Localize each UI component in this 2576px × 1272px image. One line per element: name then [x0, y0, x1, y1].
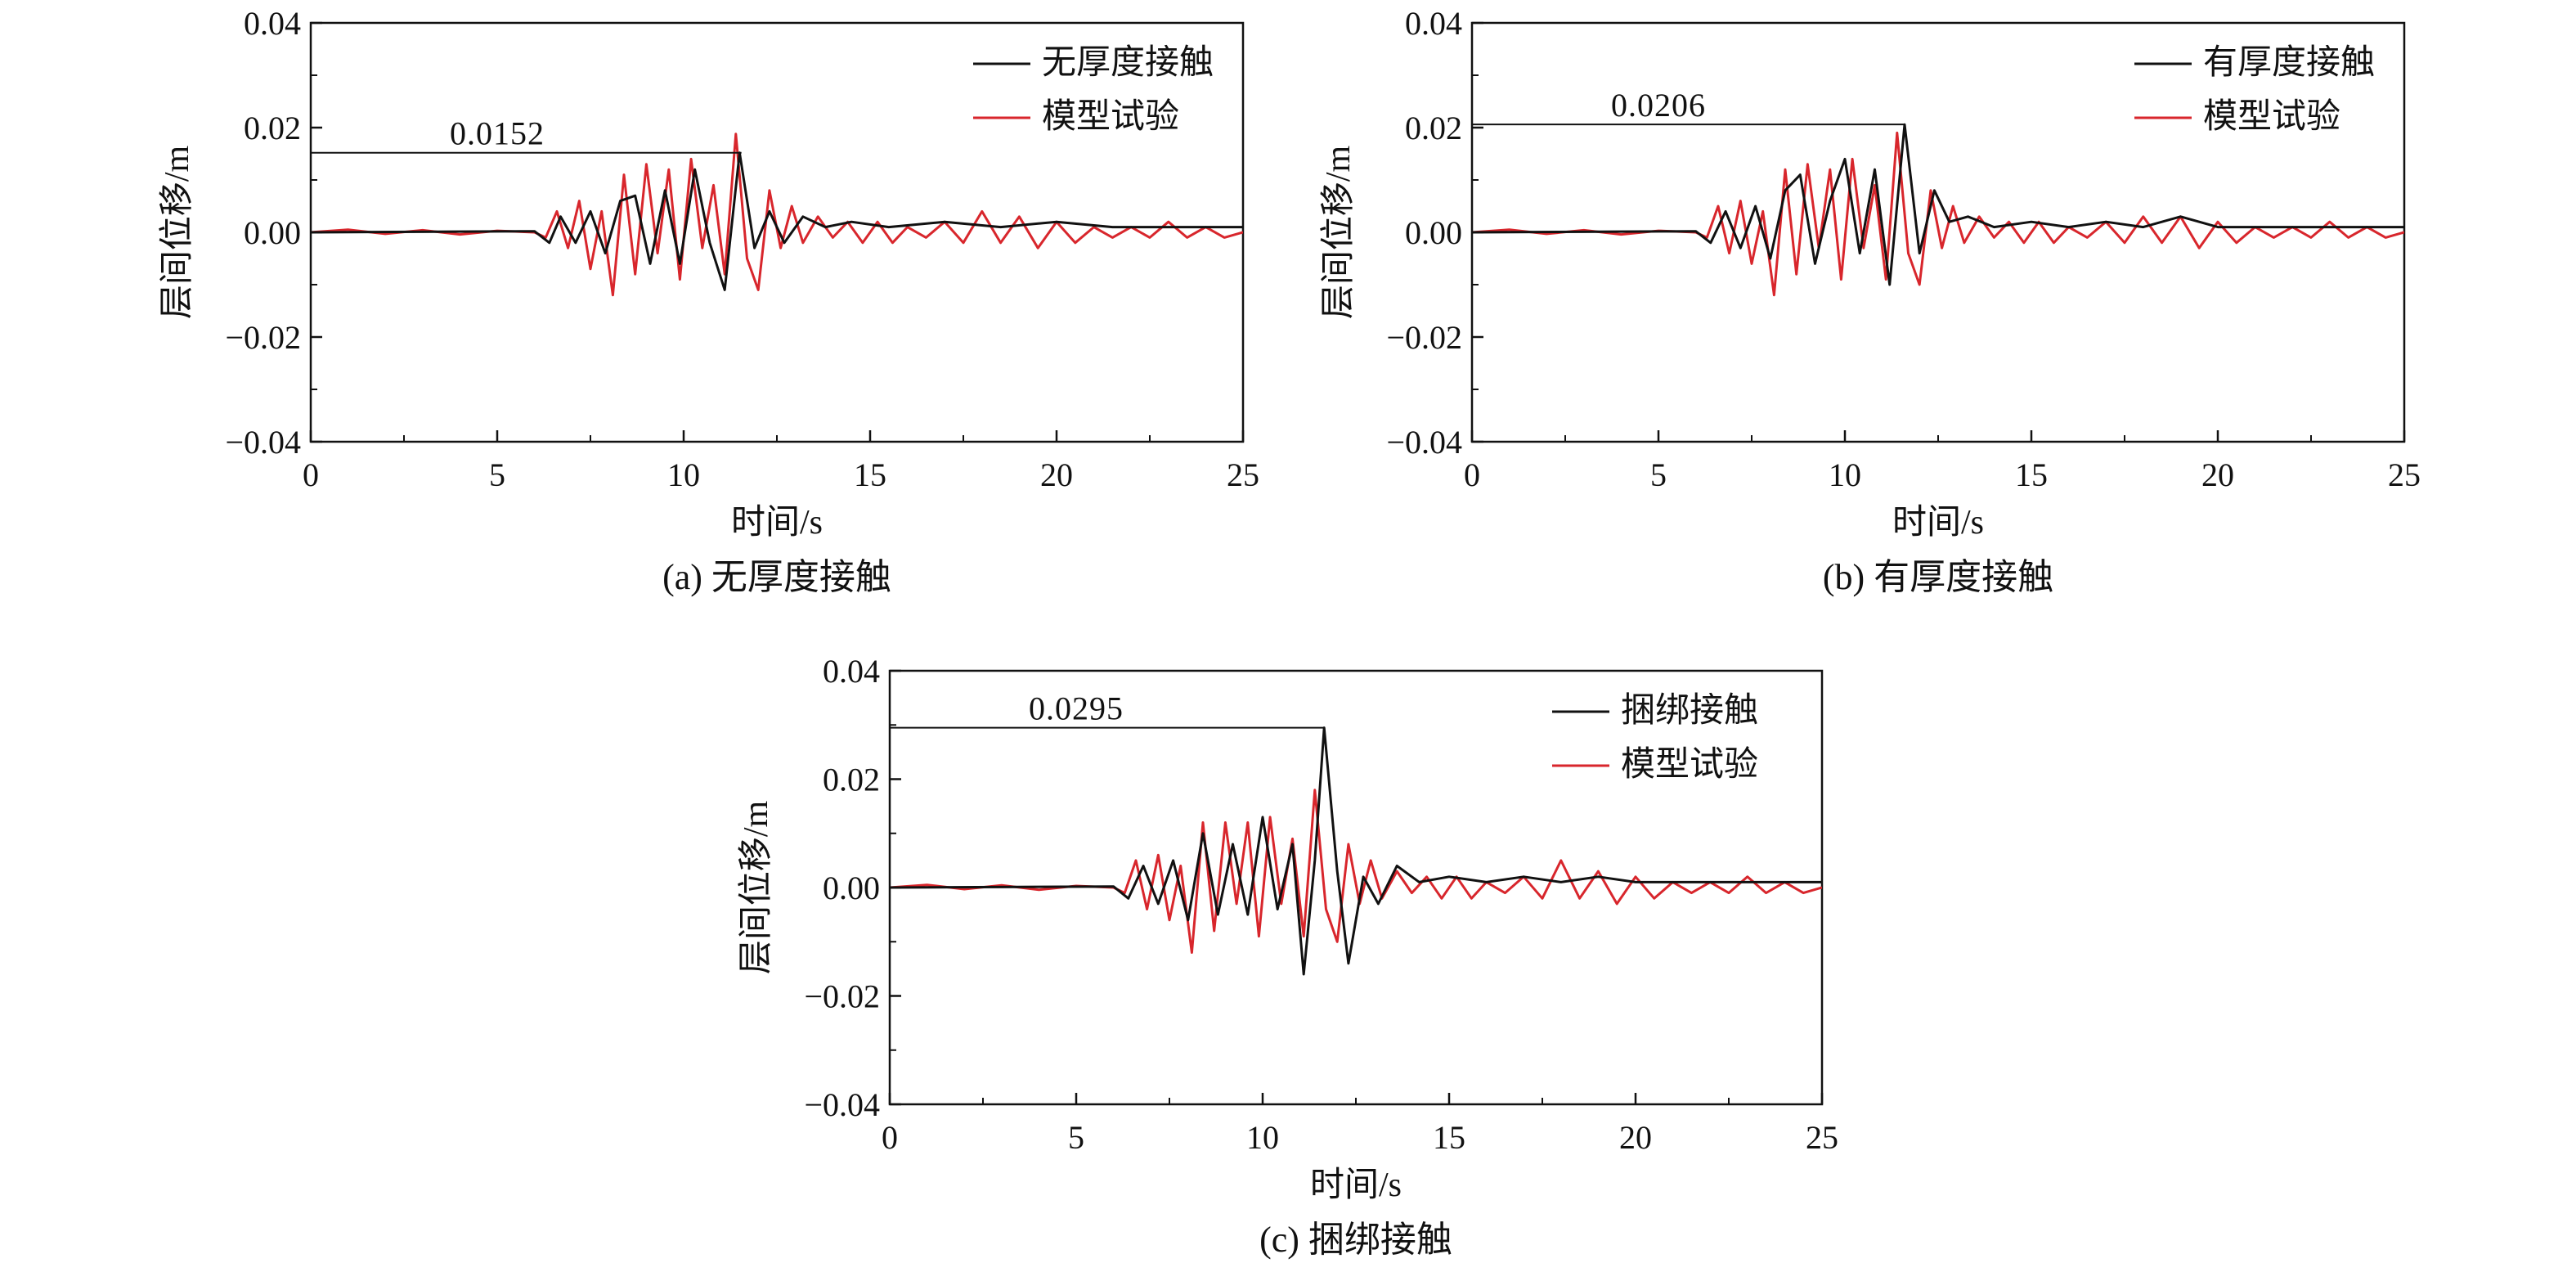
x-tick-label: 10	[667, 456, 700, 493]
x-tick-label: 0	[882, 1119, 898, 1156]
y-tick-label: −0.02	[804, 978, 880, 1015]
x-tick-label: 10	[1829, 456, 1861, 493]
x-tick-label: 15	[1433, 1119, 1465, 1156]
y-tick-label: −0.04	[1386, 424, 1462, 461]
y-tick-label: 0.04	[244, 5, 301, 42]
series-line-model-test	[890, 789, 1822, 954]
x-tick-label: 0	[1464, 456, 1480, 493]
panel-caption: (b) 有厚度接触	[1823, 557, 2053, 597]
y-axis-title: 层间位移/m	[1319, 146, 1358, 320]
x-tick-label: 5	[1068, 1119, 1084, 1156]
legend-entry: 模型试验	[1042, 97, 1179, 136]
series-line-simulation	[1472, 123, 2404, 286]
x-tick-label: 10	[1246, 1119, 1279, 1156]
x-tick-label: 20	[2201, 456, 2234, 493]
legend-entry: 模型试验	[1621, 745, 1758, 784]
y-tick-label: −0.02	[1386, 319, 1462, 356]
x-tick-label: 20	[1040, 456, 1073, 493]
chart-panel-b: 0 5 10 15 20 25 0.04 0.02 0.00 −0.02 −0.04 时间/s 层间位移…	[1319, 5, 2421, 597]
panel-caption: (c) 捆绑接触	[1259, 1220, 1452, 1260]
y-tick-label: 0.02	[1405, 110, 1462, 146]
x-tick-label: 15	[854, 456, 886, 493]
x-tick-label: 25	[2388, 456, 2421, 493]
legend-entry: 有厚度接触	[2203, 44, 2375, 82]
y-tick-label: −0.04	[225, 424, 301, 461]
y-tick-label: 0.04	[823, 653, 880, 690]
legend-entry: 捆绑接触	[1621, 692, 1758, 730]
y-tick-label: 0.00	[823, 870, 880, 906]
y-tick-label: 0.04	[1405, 5, 1462, 42]
y-axis-title: 层间位移/m	[737, 801, 775, 975]
x-axis-title: 时间/s	[1892, 504, 1984, 542]
series-line-model-test	[1472, 131, 2404, 297]
y-tick-label: 0.00	[244, 214, 301, 251]
x-tick-label: 25	[1227, 456, 1259, 493]
x-tick-label: 5	[1650, 456, 1667, 493]
chart-panel-a: 0 5 10 15 20 25 0.04 0.02 0.00 −0.02 −0.04 时间/s 层间位移…	[158, 5, 1259, 597]
x-tick-label: 20	[1619, 1119, 1652, 1156]
y-tick-label: −0.02	[225, 319, 301, 356]
series-line-simulation	[890, 726, 1822, 976]
legend-entry: 模型试验	[2203, 97, 2340, 136]
peak-label: 0.0152	[450, 115, 545, 152]
x-tick-label: 15	[2015, 456, 2048, 493]
legend-entry: 无厚度接触	[1042, 44, 1214, 82]
x-axis-title: 时间/s	[731, 504, 823, 542]
x-tick-label: 0	[303, 456, 319, 493]
y-tick-label: 0.02	[823, 762, 880, 798]
series-line-model-test	[311, 133, 1243, 297]
y-tick-label: −0.04	[804, 1086, 880, 1123]
peak-label: 0.0295	[1029, 690, 1124, 727]
y-tick-label: 0.02	[244, 110, 301, 146]
peak-label: 0.0206	[1611, 87, 1706, 124]
chart-panel-c: 0 5 10 15 20 25 0.04 0.02 0.00 −0.02 −0.04 时间/s 层间位移…	[737, 653, 1838, 1260]
y-axis-title: 层间位移/m	[158, 146, 196, 320]
x-tick-label: 25	[1806, 1119, 1838, 1156]
series-line-simulation	[311, 151, 1243, 291]
x-axis-title: 时间/s	[1310, 1166, 1402, 1204]
x-tick-label: 5	[489, 456, 505, 493]
y-tick-label: 0.00	[1405, 214, 1462, 251]
panel-caption: (a) 无厚度接触	[662, 557, 891, 597]
